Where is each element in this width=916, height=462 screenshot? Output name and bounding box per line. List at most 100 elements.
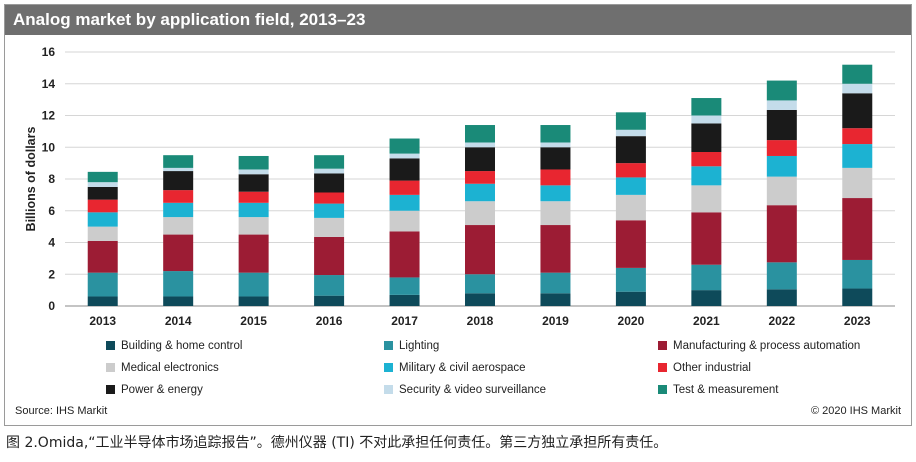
bar-segment bbox=[842, 198, 873, 260]
y-tick-label: 12 bbox=[42, 109, 56, 123]
x-tick-label: 2017 bbox=[391, 314, 418, 328]
bar-segment bbox=[691, 290, 722, 306]
chart-frame: Analog market by application field, 2013… bbox=[4, 4, 912, 426]
bar-segment bbox=[540, 293, 571, 306]
bar-segment bbox=[842, 167, 873, 199]
y-axis-label: Billions of dollars bbox=[24, 127, 38, 232]
bar-segment bbox=[87, 171, 118, 183]
bar-segment bbox=[389, 158, 420, 181]
bar-segment bbox=[163, 155, 194, 168]
bar-segment bbox=[615, 129, 646, 137]
bar-segment bbox=[238, 169, 269, 175]
x-tick-label: 2023 bbox=[844, 314, 871, 328]
legend-label: Lighting bbox=[399, 340, 440, 352]
y-tick-label: 2 bbox=[48, 267, 55, 281]
legend-label: Military & civil aerospace bbox=[399, 362, 526, 374]
x-tick-label: 2022 bbox=[768, 314, 795, 328]
bar-segment bbox=[691, 123, 722, 153]
bar-segment bbox=[389, 231, 420, 278]
bar-segment bbox=[465, 201, 495, 226]
legend-label: Other industrial bbox=[673, 362, 751, 374]
bar-segment bbox=[465, 225, 495, 275]
y-tick-label: 0 bbox=[48, 299, 55, 313]
bar-segment bbox=[238, 174, 269, 192]
bar-segment bbox=[465, 125, 495, 143]
bar-segment bbox=[766, 100, 797, 110]
figure-caption: 图 2.Omida,“工业半导体市场追踪报告”。德州仪器 (TI) 不对此承担任… bbox=[6, 435, 668, 451]
legend-item: Other industrial bbox=[658, 361, 751, 375]
legend-swatch bbox=[384, 341, 393, 350]
bar-segment bbox=[691, 152, 722, 167]
legend-label: Manufacturing & process automation bbox=[673, 340, 861, 352]
y-tick-label: 6 bbox=[48, 204, 55, 218]
bar-segment bbox=[540, 272, 571, 294]
bar-segment bbox=[842, 259, 873, 289]
bar-segment bbox=[87, 186, 118, 200]
bar-segment bbox=[766, 262, 797, 290]
legend-label: Test & measurement bbox=[673, 384, 779, 396]
bar-segment bbox=[842, 83, 873, 94]
bar-segment bbox=[766, 80, 797, 101]
bar-segment bbox=[238, 217, 269, 235]
chart-canvas: 0 2 4 6 8 10 12 14 16 Billions of dollars 2013 2014… bbox=[24, 45, 895, 328]
bar-segment bbox=[314, 217, 345, 237]
bar-segment bbox=[842, 288, 873, 306]
x-tick-label: 2021 bbox=[693, 314, 720, 328]
bar-segment bbox=[314, 203, 345, 218]
bar-segment bbox=[540, 201, 571, 226]
bar-segment bbox=[163, 234, 194, 272]
bar-segment bbox=[87, 182, 118, 187]
bar-segment bbox=[615, 194, 646, 221]
bar-segment bbox=[314, 295, 345, 306]
bar-segment bbox=[691, 115, 722, 124]
bar-segment bbox=[540, 225, 571, 273]
legend-swatch bbox=[658, 341, 667, 350]
bar-segment bbox=[766, 205, 797, 263]
bar-segment bbox=[238, 296, 269, 306]
bar-segment bbox=[87, 240, 118, 273]
bar-segment bbox=[615, 177, 646, 195]
x-tick-label: 2015 bbox=[240, 314, 267, 328]
bar-segment bbox=[87, 212, 118, 227]
bar-segment bbox=[766, 155, 797, 177]
bar-segment bbox=[87, 272, 118, 297]
bar-segment bbox=[389, 294, 420, 306]
bar-segment bbox=[163, 217, 194, 235]
bar-segment bbox=[163, 190, 194, 203]
bar-segment bbox=[615, 267, 646, 292]
bar-segment bbox=[842, 144, 873, 168]
bar-segment bbox=[389, 277, 420, 295]
bar-segment bbox=[314, 192, 345, 204]
bar-segment bbox=[314, 173, 345, 193]
bar-segment bbox=[238, 272, 269, 297]
bar-segment bbox=[163, 167, 194, 172]
bar-segment bbox=[163, 171, 194, 191]
legend-label: Power & energy bbox=[121, 384, 203, 396]
legend-item: Security & video surveillance bbox=[384, 383, 546, 397]
legend-swatch bbox=[658, 385, 667, 394]
bar-segment bbox=[314, 155, 345, 169]
legend-item: Test & measurement bbox=[658, 383, 778, 397]
x-tick-label: 2019 bbox=[542, 314, 569, 328]
legend-swatch bbox=[384, 363, 393, 372]
bar-segment bbox=[691, 185, 722, 213]
legend-swatch bbox=[658, 363, 667, 372]
legend-item: Power & energy bbox=[106, 383, 203, 397]
legend-label: Security & video surveillance bbox=[399, 384, 547, 396]
bar-segment bbox=[540, 125, 571, 143]
legend-item: Military & civil aerospace bbox=[384, 361, 526, 375]
bar-segment bbox=[691, 98, 722, 116]
bar-segment bbox=[389, 138, 420, 154]
bar-segment bbox=[615, 136, 646, 164]
legend-swatch bbox=[106, 363, 115, 372]
bar-segment bbox=[163, 296, 194, 306]
bar-segment bbox=[465, 147, 495, 172]
y-tick-label: 8 bbox=[48, 172, 55, 186]
bar-segment bbox=[238, 202, 269, 218]
legend-item: Medical electronics bbox=[106, 361, 219, 375]
bar-segment bbox=[87, 296, 118, 306]
bar-segment bbox=[314, 168, 345, 174]
bar-segment bbox=[540, 185, 571, 202]
legend-label: Building & home control bbox=[121, 340, 243, 352]
bar-segment bbox=[691, 212, 722, 265]
